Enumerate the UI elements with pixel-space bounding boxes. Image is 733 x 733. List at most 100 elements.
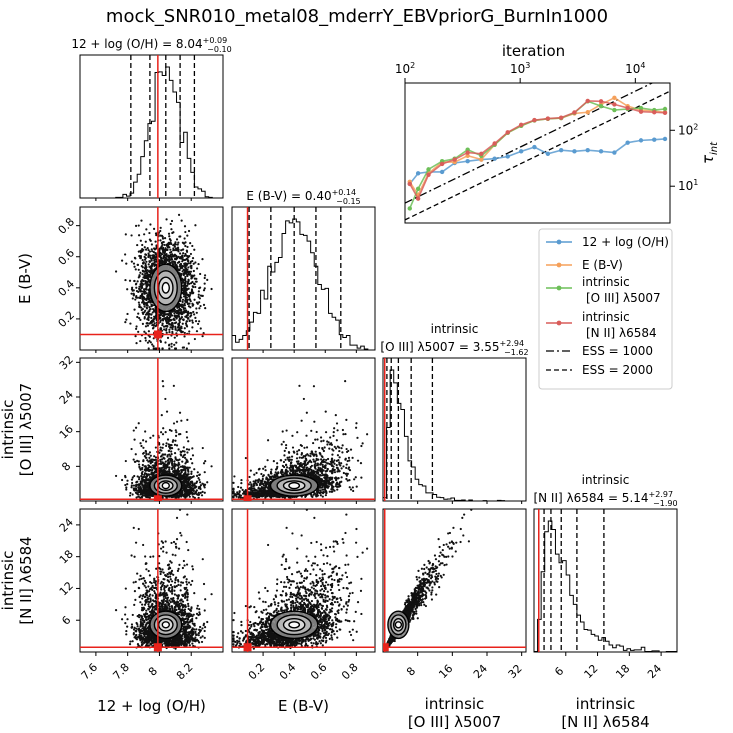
sample-point xyxy=(137,463,141,466)
sample-point xyxy=(136,483,139,486)
sample-point xyxy=(191,290,194,293)
sample-point xyxy=(182,295,186,298)
sample-point xyxy=(143,603,147,606)
sample-point xyxy=(183,302,186,305)
sample-point xyxy=(143,274,146,277)
sample-point xyxy=(187,266,190,269)
sample-point xyxy=(194,261,197,264)
sample-point xyxy=(166,438,170,441)
sample-point xyxy=(167,232,171,235)
sample-point xyxy=(180,313,183,316)
sample-point xyxy=(175,516,179,519)
sample-point xyxy=(179,450,182,453)
sample-point xyxy=(178,509,182,511)
sample-point xyxy=(181,449,184,453)
sample-point xyxy=(164,470,167,473)
sample-point xyxy=(140,474,143,478)
sample-point xyxy=(161,259,164,262)
corner-grid: 12 + log (O/H) = 8.04+0.09 −0.100.20.40.6… xyxy=(0,36,678,731)
sample-point xyxy=(128,279,132,282)
sample-point xyxy=(168,347,171,350)
sample-point xyxy=(124,483,127,487)
sample-point xyxy=(152,309,156,313)
sample-point xyxy=(139,485,142,489)
sample-point xyxy=(185,563,189,566)
sample-point xyxy=(159,319,163,322)
sample-point xyxy=(186,468,190,471)
sample-point xyxy=(142,279,145,282)
sample-point xyxy=(183,564,186,567)
sample-point xyxy=(168,243,171,246)
sample-point xyxy=(158,555,161,558)
sample-point xyxy=(166,455,169,458)
sample-point xyxy=(189,485,192,488)
sample-point xyxy=(146,479,149,482)
sample-point xyxy=(150,243,154,246)
sample-point xyxy=(175,341,178,344)
sample-point xyxy=(183,304,186,307)
sample-point xyxy=(147,493,151,496)
sample-point xyxy=(175,494,178,498)
sample-point xyxy=(158,470,161,473)
sample-point xyxy=(169,248,172,251)
contour-level-3 xyxy=(161,281,170,294)
sample-point xyxy=(199,481,202,484)
sample-point xyxy=(183,495,187,498)
sample-point xyxy=(194,316,197,320)
sample-point xyxy=(145,304,148,307)
sample-point xyxy=(145,228,148,231)
sample-point xyxy=(135,289,139,293)
sample-point xyxy=(131,493,134,496)
sample-point xyxy=(193,313,196,316)
sample-point xyxy=(139,239,142,242)
sample-point xyxy=(180,311,183,314)
sample-point xyxy=(182,268,185,271)
sample-point xyxy=(198,320,201,323)
sample-point xyxy=(166,336,170,340)
sample-point xyxy=(193,484,196,487)
sample-point xyxy=(191,285,194,288)
sample-point xyxy=(146,324,150,327)
sample-point xyxy=(142,312,145,316)
sample-point xyxy=(195,489,198,492)
sample-point xyxy=(192,489,195,492)
sample-point xyxy=(183,225,187,228)
sample-point xyxy=(191,565,194,568)
sample-point xyxy=(169,323,172,326)
sample-point xyxy=(147,473,150,476)
sample-point xyxy=(199,625,202,629)
sample-point xyxy=(166,466,170,469)
sample-point xyxy=(183,284,187,287)
sample-point xyxy=(135,480,138,484)
sample-point xyxy=(160,414,163,417)
sample-point xyxy=(204,598,207,601)
sample-point xyxy=(192,310,195,314)
sample-point xyxy=(197,290,200,293)
sample-point xyxy=(169,222,172,226)
sample-point xyxy=(168,238,172,241)
sample-point xyxy=(186,588,189,592)
sample-point xyxy=(159,327,163,330)
sample-point xyxy=(135,325,138,328)
sample-point xyxy=(150,304,154,307)
sample-point xyxy=(140,294,144,297)
corner-panel-oh-oh: 12 + log (O/H) = 8.04+0.09 −0.10 xyxy=(71,36,232,201)
sample-point xyxy=(141,261,145,265)
sample-point xyxy=(168,312,171,315)
sample-point xyxy=(195,307,198,310)
sample-point xyxy=(165,410,169,413)
sample-point xyxy=(139,296,142,300)
sample-point xyxy=(159,246,163,249)
sample-point xyxy=(173,347,177,350)
sample-point xyxy=(137,234,141,237)
sample-point xyxy=(132,429,135,432)
sample-point xyxy=(203,282,206,285)
sample-point xyxy=(162,443,165,446)
sample-point xyxy=(154,232,158,235)
sample-point xyxy=(175,444,179,447)
sample-point xyxy=(147,249,150,252)
sample-point xyxy=(184,275,187,279)
sample-point xyxy=(139,249,143,252)
sample-point xyxy=(134,298,137,301)
sample-point xyxy=(151,262,154,266)
